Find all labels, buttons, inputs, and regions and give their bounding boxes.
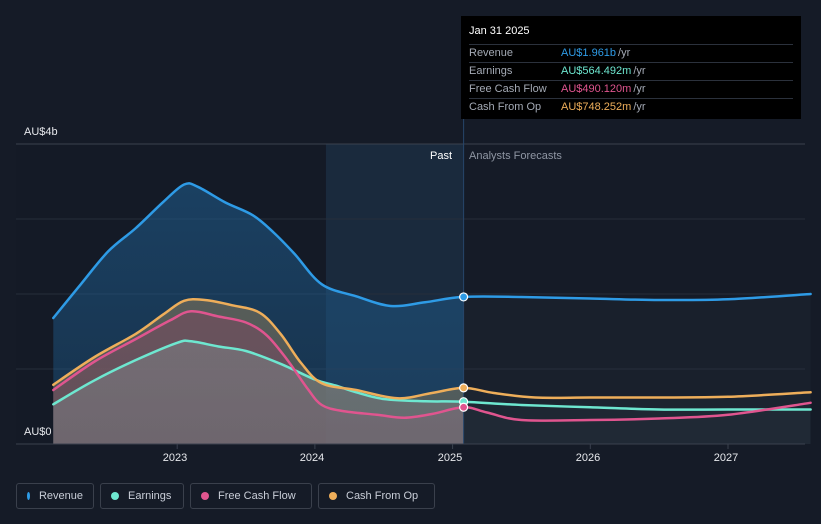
revenue-dot-icon [27, 492, 30, 500]
earnings-dot-icon [111, 492, 119, 500]
x-tick-2025: 2025 [437, 452, 463, 464]
tooltip-row-cash-from-op: Cash From Op AU$748.252m /yr [469, 98, 793, 116]
tooltip: Jan 31 2025 Revenue AU$1.961b /yr Earnin… [461, 16, 801, 119]
legend-label: Cash From Op [346, 490, 419, 502]
legend-label: Revenue [38, 490, 83, 502]
y-tick-label-max: AU$4b [24, 126, 58, 138]
earnings-forecast-area [463, 401, 811, 444]
tooltip-label: Free Cash Flow [469, 83, 547, 95]
tooltip-row-revenue: Revenue AU$1.961b /yr [469, 44, 793, 62]
tooltip-value: AU$1.961b [561, 47, 617, 59]
legend-item-cash-from-op[interactable]: Cash From Op [318, 483, 435, 509]
tooltip-unit: /yr [633, 65, 646, 77]
x-tick-2023: 2023 [162, 452, 188, 464]
tooltip-unit: /yr [633, 83, 646, 95]
legend: Revenue Earnings Free Cash Flow Cash Fro… [16, 483, 435, 509]
legend-item-revenue[interactable]: Revenue [16, 483, 94, 509]
tooltip-label: Revenue [469, 47, 514, 59]
tooltip-unit: /yr [618, 47, 631, 59]
past-label: Past [430, 150, 453, 162]
earnings-area [53, 340, 464, 444]
legend-item-free-cash-flow[interactable]: Free Cash Flow [190, 483, 312, 509]
cash-from-op-line [52, 297, 812, 400]
tooltip-row-earnings: Earnings AU$564.492m /yr [469, 62, 793, 80]
x-tick-2026: 2026 [575, 452, 601, 464]
y-tick-label-min: AU$0 [24, 426, 52, 438]
tooltip-label: Earnings [469, 65, 513, 77]
free-cash-flow-dot-icon [201, 492, 209, 500]
legend-item-earnings[interactable]: Earnings [100, 483, 184, 509]
tooltip-unit: /yr [633, 101, 646, 113]
tooltip-value: AU$490.120m [561, 83, 632, 95]
x-tick-2024: 2024 [299, 452, 325, 464]
cash-from-op-forecast-area [463, 387, 811, 444]
tooltip-label: Cash From Op [469, 101, 542, 113]
revenue-line [52, 182, 812, 320]
revenue-marker [459, 292, 469, 302]
free-cash-flow-line [52, 309, 812, 422]
x-tick-2027: 2027 [713, 452, 739, 464]
tooltip-row-free-cash-flow: Free Cash Flow AU$490.120m /yr [469, 80, 793, 98]
tooltip-value: AU$748.252m [561, 101, 632, 113]
analysts-forecasts-label: Analysts Forecasts [469, 150, 562, 162]
free-cash-flow-forecast-area [463, 402, 811, 444]
cash-from-op-marker [459, 383, 469, 393]
cash-from-op-dot-icon [329, 492, 337, 500]
legend-label: Free Cash Flow [218, 490, 296, 502]
legend-label: Earnings [128, 490, 172, 502]
tooltip-date: Jan 31 2025 [469, 25, 530, 37]
free-cash-flow-marker [459, 402, 469, 412]
tooltip-value: AU$564.492m [561, 65, 632, 77]
